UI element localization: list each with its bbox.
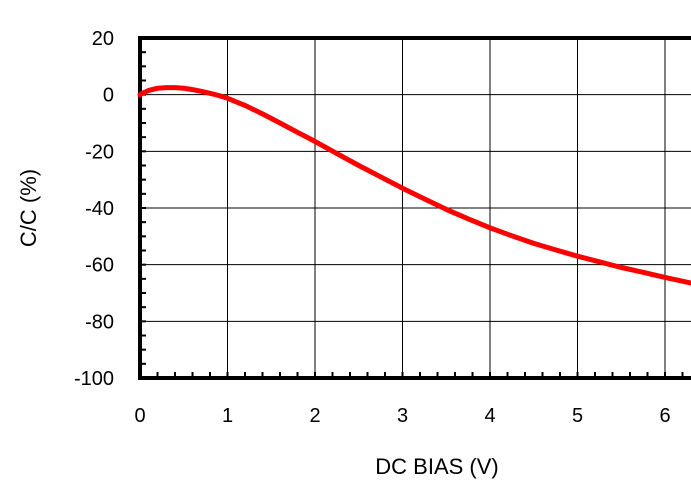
axes (138, 36, 691, 380)
y-tick-label: -20 (85, 141, 114, 163)
series-line (137, 85, 691, 286)
y-tick-label: -40 (85, 198, 114, 220)
y-tick-label: 0 (103, 85, 114, 107)
x-tick-label: 2 (309, 405, 320, 427)
x-axis-title: DC BIAS (V) (375, 454, 498, 479)
tick-labels: 0 1 2 3 4 5 6 20 0 -20 -40 -60 -80 -100 (74, 28, 671, 427)
grid (140, 38, 691, 378)
x-tick-label: 1 (222, 405, 233, 427)
y-tick-label: -100 (74, 368, 114, 390)
series-group (137, 85, 691, 286)
x-tick-label: 4 (484, 405, 495, 427)
x-tick-label: 0 (134, 405, 145, 427)
y-tick-label: -80 (85, 311, 114, 333)
x-tick-label: 6 (659, 405, 670, 427)
x-tick-label: 3 (397, 405, 408, 427)
y-tick-label: -60 (85, 255, 114, 277)
x-tick-label: 5 (572, 405, 583, 427)
y-tick-label: 20 (92, 28, 114, 50)
minor-ticks (140, 51, 684, 378)
y-axis-title: C/C (%) (16, 169, 41, 247)
